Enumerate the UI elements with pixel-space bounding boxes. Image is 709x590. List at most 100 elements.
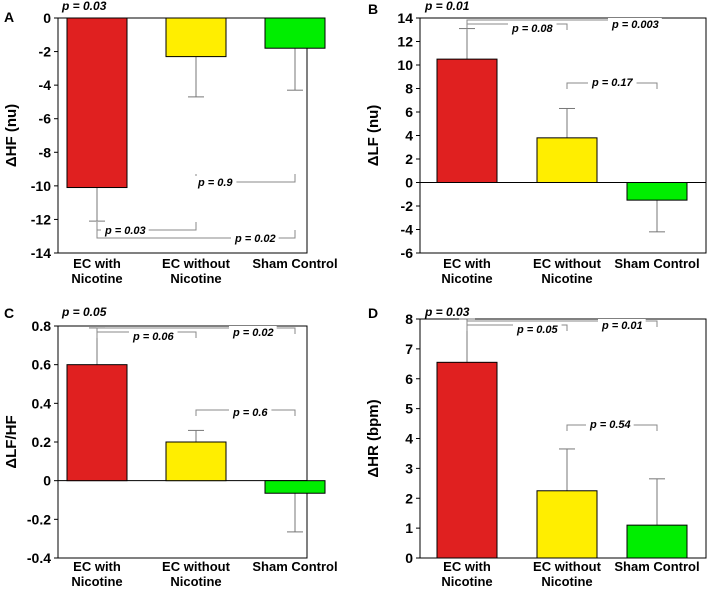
category-label: EC without bbox=[162, 559, 231, 574]
bar-ec-with-nicotine bbox=[66, 364, 128, 482]
panel-label: A bbox=[4, 9, 14, 25]
comparison-p-value: p = 0.06 bbox=[132, 331, 175, 343]
category-label: Sham Control bbox=[614, 559, 699, 574]
overall-p-value: p = 0.05 bbox=[61, 305, 107, 319]
comparison-p-value: p = 0.08 bbox=[511, 23, 554, 35]
y-tick-label: 0 bbox=[405, 550, 413, 566]
panel-label: B bbox=[368, 1, 378, 17]
category-label: Nicotine bbox=[71, 574, 122, 589]
y-tick-label: -14 bbox=[31, 245, 51, 261]
comparison-p-value: p = 0.003 bbox=[611, 19, 659, 31]
y-tick-label: 12 bbox=[397, 34, 413, 50]
y-tick-label: 2 bbox=[405, 151, 413, 167]
comparison-p-value: p = 0.9 bbox=[197, 177, 233, 189]
category-label: EC without bbox=[533, 559, 602, 574]
y-tick-label: 0.2 bbox=[32, 434, 52, 450]
comparison-p-value: p = 0.01 bbox=[601, 320, 643, 332]
bar-sham-control bbox=[264, 480, 326, 494]
category-label: EC with bbox=[73, 559, 121, 574]
category-label: Nicotine bbox=[170, 271, 221, 286]
comparison-p-value: p = 0.02 bbox=[232, 327, 274, 339]
category-label: Nicotine bbox=[541, 574, 592, 589]
bar-ec-without-nicotine bbox=[165, 441, 227, 482]
y-tick-label: -8 bbox=[39, 144, 52, 160]
p-value-label-background bbox=[229, 406, 272, 420]
y-tick-label: 0 bbox=[405, 175, 413, 191]
y-tick-label: -12 bbox=[31, 211, 51, 227]
y-tick-label: 0 bbox=[43, 10, 51, 26]
y-tick-label: -2 bbox=[401, 198, 414, 214]
panel-label: D bbox=[368, 305, 378, 321]
y-tick-label: 1 bbox=[405, 520, 413, 536]
bar-ec-without-nicotine bbox=[536, 490, 598, 559]
y-tick-label: -6 bbox=[401, 245, 414, 261]
comparison-p-value: p = 0.05 bbox=[516, 324, 559, 336]
y-tick-label: 4 bbox=[405, 431, 413, 447]
category-label: Nicotine bbox=[541, 271, 592, 286]
y-tick-label: 8 bbox=[405, 81, 413, 97]
y-tick-label: 0.6 bbox=[32, 357, 52, 373]
bar-ec-with-nicotine bbox=[436, 58, 498, 183]
y-axis-label: ΔHF (nu) bbox=[3, 104, 20, 167]
y-tick-label: 7 bbox=[405, 341, 413, 357]
y-tick-label: 10 bbox=[397, 57, 413, 73]
y-tick-label: 14 bbox=[397, 10, 413, 26]
y-tick-label: 0.4 bbox=[32, 395, 52, 411]
y-tick-label: -2 bbox=[39, 44, 52, 60]
comparison-bracket bbox=[96, 230, 296, 239]
y-tick-label: -4 bbox=[401, 222, 414, 238]
y-tick-label: 3 bbox=[405, 460, 413, 476]
p-value-label-background bbox=[586, 418, 634, 432]
panel-label: C bbox=[4, 305, 14, 321]
bar-ec-with-nicotine bbox=[436, 361, 498, 559]
bar-ec-without-nicotine bbox=[165, 17, 227, 58]
comparison-p-value: p = 0.54 bbox=[589, 419, 631, 431]
y-tick-label: -10 bbox=[31, 178, 51, 194]
category-label: Nicotine bbox=[441, 271, 492, 286]
y-tick-label: 8 bbox=[405, 311, 413, 327]
comparison-p-value: p = 0.02 bbox=[234, 233, 276, 245]
p-value-label-background bbox=[229, 326, 277, 340]
category-label: Nicotine bbox=[170, 574, 221, 589]
p-value-label-background bbox=[588, 76, 637, 90]
category-label: Sham Control bbox=[614, 256, 699, 271]
p-value-label-background bbox=[101, 224, 149, 238]
category-label: Nicotine bbox=[441, 574, 492, 589]
category-label: Nicotine bbox=[71, 271, 122, 286]
category-label: EC with bbox=[443, 559, 491, 574]
p-value-label-background bbox=[129, 330, 178, 344]
category-label: EC without bbox=[162, 256, 231, 271]
category-label: EC with bbox=[73, 256, 121, 271]
bar-ec-with-nicotine bbox=[66, 17, 128, 189]
comparison-p-value: p = 0.6 bbox=[232, 407, 268, 419]
y-tick-label: 6 bbox=[405, 104, 413, 120]
comparison-p-value: p = 0.03 bbox=[104, 225, 146, 237]
category-label: EC without bbox=[533, 256, 602, 271]
overall-p-value: p = 0.01 bbox=[424, 0, 470, 13]
category-label: Sham Control bbox=[252, 559, 337, 574]
bar-ec-without-nicotine bbox=[536, 137, 598, 184]
bar-sham-control bbox=[264, 17, 326, 49]
y-axis-label: ΔHR (bpm) bbox=[365, 399, 382, 477]
p-value-label-background bbox=[231, 232, 279, 246]
y-axis-label: ΔLF/HF bbox=[3, 415, 20, 468]
y-axis-label: ΔLF (nu) bbox=[365, 105, 382, 167]
y-tick-label: -0.4 bbox=[27, 550, 51, 566]
y-tick-label: 4 bbox=[405, 128, 413, 144]
y-tick-label: 0 bbox=[43, 473, 51, 489]
y-tick-label: 5 bbox=[405, 401, 413, 417]
p-value-label-background bbox=[508, 22, 557, 36]
y-tick-label: 6 bbox=[405, 371, 413, 387]
y-tick-label: -0.2 bbox=[27, 511, 51, 527]
p-value-label-background bbox=[608, 18, 662, 32]
overall-p-value: p = 0.03 bbox=[61, 0, 107, 13]
y-tick-label: -4 bbox=[39, 77, 52, 93]
category-label: Sham Control bbox=[252, 256, 337, 271]
comparison-bracket bbox=[466, 320, 658, 327]
overall-p-value: p = 0.03 bbox=[424, 305, 470, 319]
p-value-label-background bbox=[598, 319, 646, 333]
